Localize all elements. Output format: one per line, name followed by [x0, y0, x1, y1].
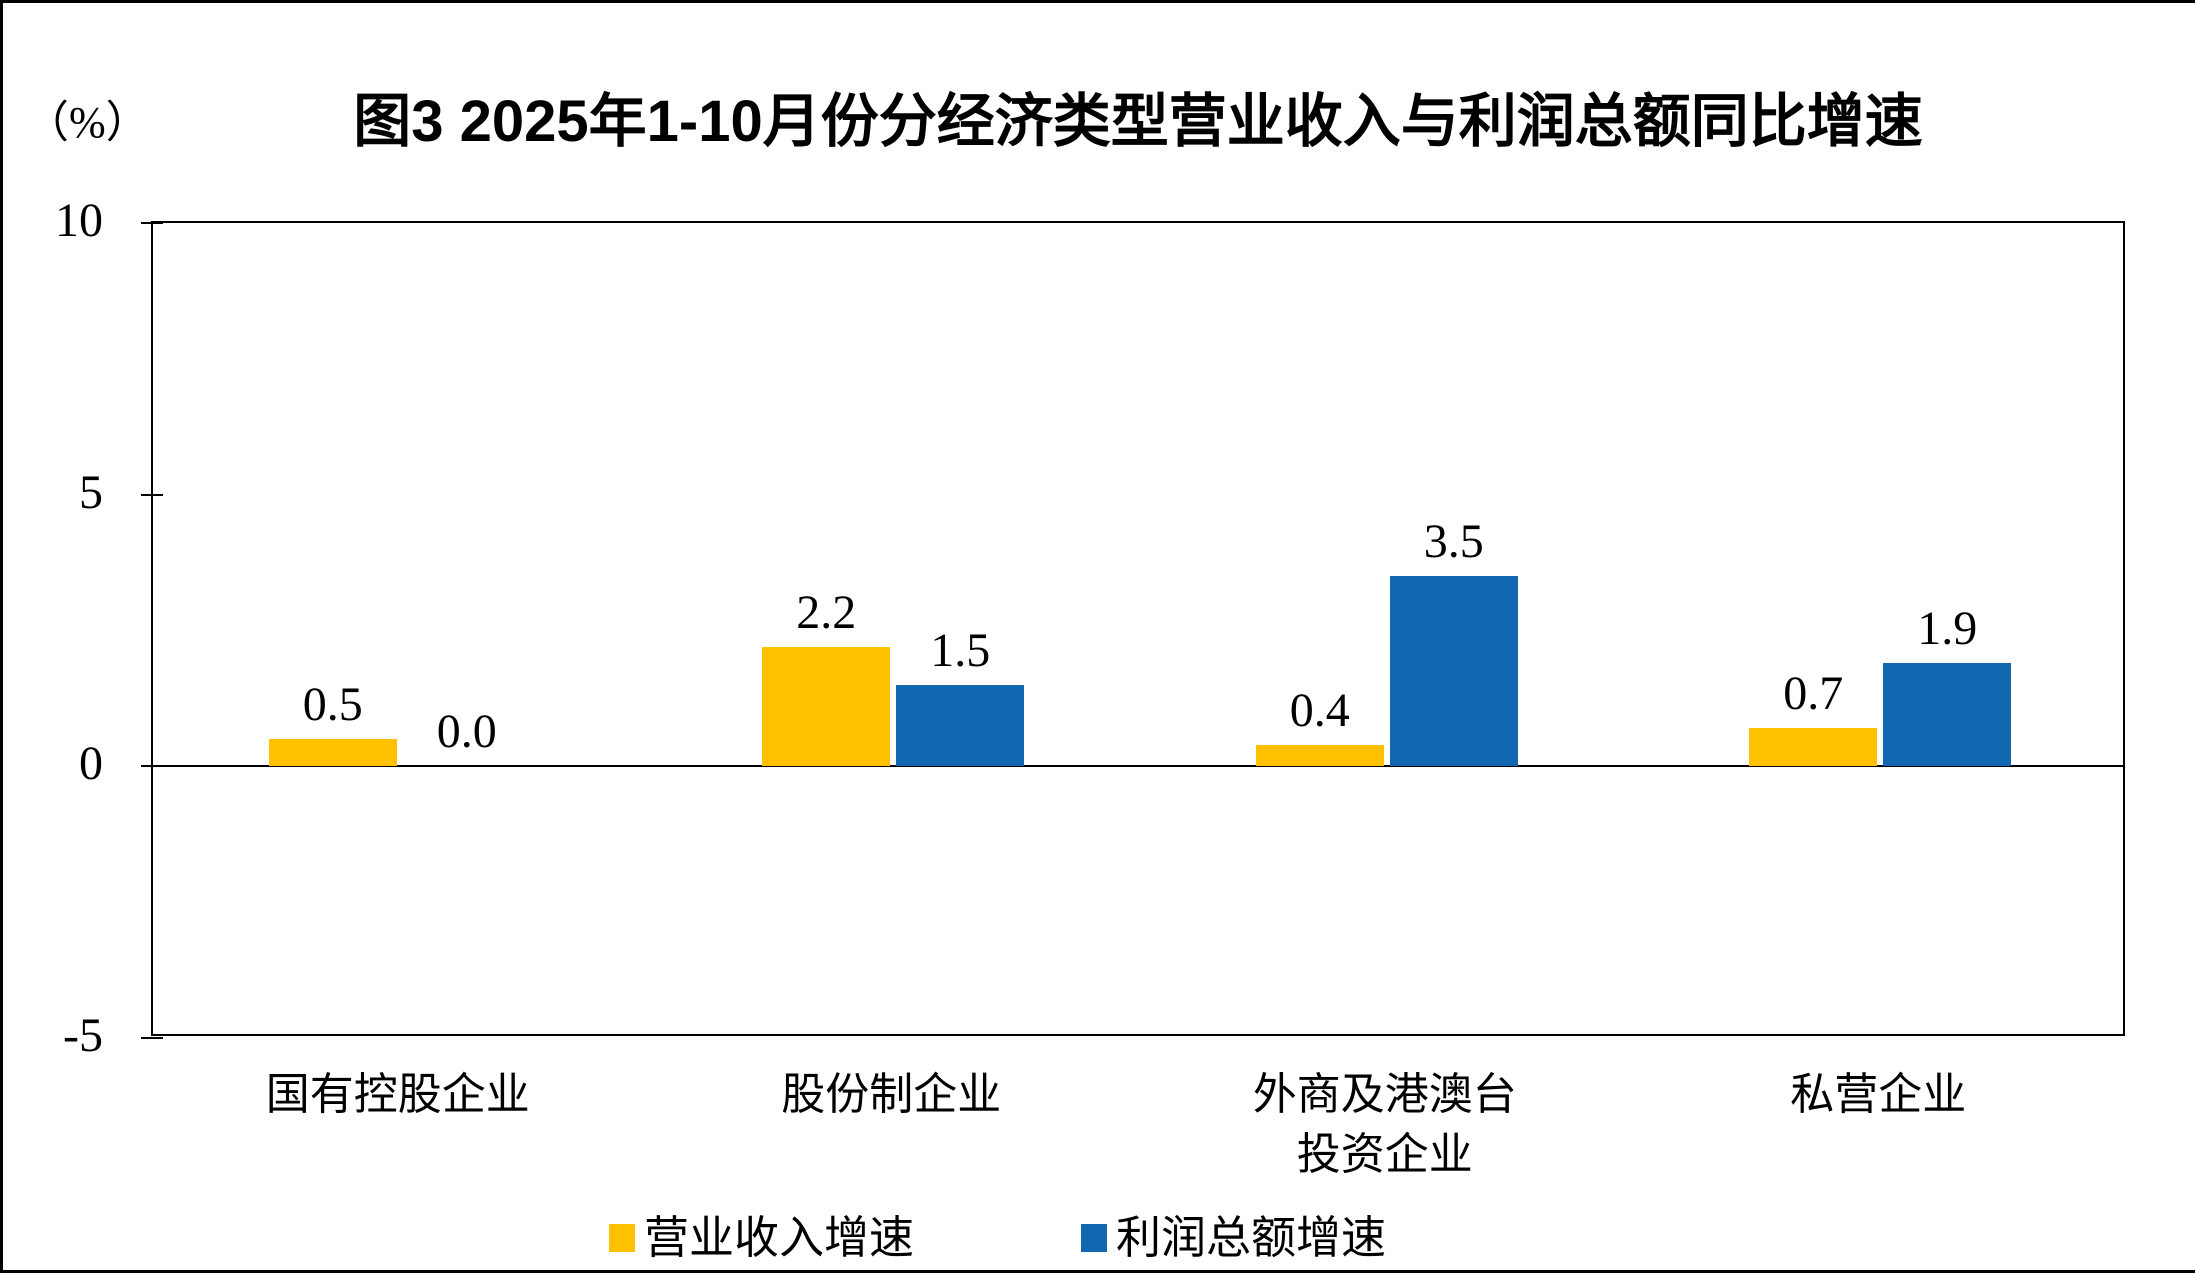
legend-item-营业收入增速: 营业收入增速 — [609, 1208, 914, 1268]
plot-area: 0.5 2.2 0.4 0.7 0.0 1.5 3.5 1.9 — [141, 221, 2125, 1039]
legend-label: 营业收入增速 — [644, 1213, 915, 1263]
y-tick-mark — [141, 765, 163, 768]
bar-利润总额增速-私营企业 — [1883, 663, 2012, 767]
y-tick-label: 10 — [55, 194, 103, 247]
category-label-股份制企业: 股份制企业 — [631, 1065, 1151, 1125]
category-label-line: 投资企业 — [1296, 1130, 1473, 1179]
y-tick-label: 5 — [79, 465, 103, 519]
y-tick-mark — [141, 1037, 163, 1039]
y-tick-mark — [141, 222, 163, 224]
category-label-国有控股企业: 国有控股企业 — [138, 1065, 658, 1125]
legend-swatch-icon — [1081, 1224, 1107, 1252]
bar-营业收入增速-股份制企业 — [762, 646, 891, 767]
bar-利润总额增速-外商及港澳台投资企业 — [1389, 576, 1518, 767]
bar-利润总额增速-股份制企业 — [896, 684, 1025, 767]
bar-value-label: 0.4 — [1289, 683, 1350, 737]
bar-营业收入增速-国有控股企业 — [268, 739, 397, 767]
bar-value-label: 3.5 — [1423, 515, 1484, 569]
bar-营业收入增速-私营企业 — [1749, 728, 1878, 767]
category-label-line: 外商及港澳台 — [1252, 1070, 1517, 1119]
category-label-外商及港澳台投资企业: 外商及港澳台 投资企业 — [1125, 1065, 1645, 1185]
bar-value-label: 1.9 — [1917, 602, 1978, 656]
y-tick-label: 0 — [79, 737, 103, 791]
bar-value-label: 2.2 — [796, 585, 857, 639]
bar-value-label: 1.5 — [930, 623, 991, 677]
category-label-line: 国有控股企业 — [265, 1070, 530, 1119]
bar-value-label: 0.5 — [302, 678, 363, 732]
category-label-line: 私营企业 — [1790, 1070, 1967, 1119]
category-label-line: 股份制企业 — [781, 1070, 1002, 1119]
y-axis-unit-label: （%） — [25, 98, 150, 147]
y-tick-mark — [141, 493, 163, 496]
zero-axis-line — [153, 765, 2123, 768]
legend-item-利润总额增速: 利润总额增速 — [1081, 1208, 1386, 1268]
legend-swatch-icon — [609, 1224, 635, 1252]
y-tick-label: -5 — [63, 1009, 103, 1062]
bar-value-label: 0.7 — [1783, 667, 1844, 721]
bar-value-label: 0.0 — [436, 705, 497, 759]
chart-title: 图3 2025年1-10月份分经济类型营业收入与利润总额同比增速 — [353, 89, 1923, 154]
bar-营业收入增速-外商及港澳台投资企业 — [1255, 744, 1384, 767]
category-label-私营企业: 私营企业 — [1618, 1065, 2138, 1125]
legend-label: 利润总额增速 — [1116, 1213, 1387, 1263]
